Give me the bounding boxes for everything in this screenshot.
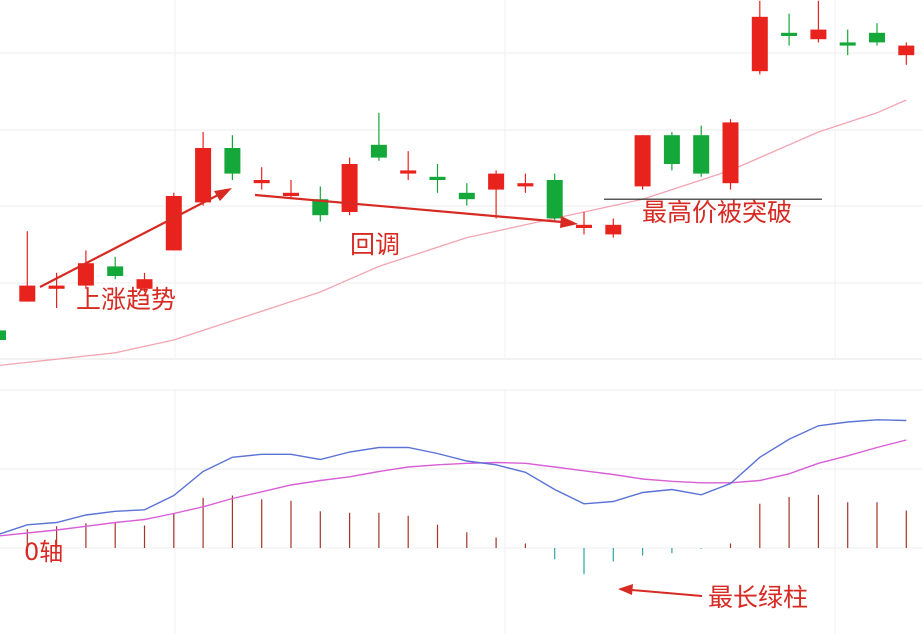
moving-average <box>0 99 907 367</box>
candle-body <box>605 224 622 235</box>
candle <box>663 132 680 171</box>
candle <box>810 0 827 43</box>
pullback-label: 回调 <box>350 230 400 259</box>
candle <box>224 135 241 180</box>
candle <box>458 183 475 206</box>
longest-green-label: 最长绿柱 <box>708 583 808 612</box>
candle-body <box>341 164 358 212</box>
dif-line <box>0 419 907 535</box>
candle <box>312 186 329 222</box>
candle <box>0 330 6 340</box>
candle-body <box>546 180 563 219</box>
macd-grid <box>0 389 922 634</box>
candle-body <box>839 42 856 46</box>
macd-histogram <box>26 494 907 575</box>
candle <box>429 164 446 193</box>
candle <box>693 125 710 177</box>
candle-body <box>693 135 710 174</box>
longest-green-arrow <box>618 584 703 597</box>
candle <box>898 42 915 65</box>
uptrend-arrow <box>39 188 232 288</box>
ma-line <box>0 99 907 367</box>
zero-axis-label: 0轴 <box>24 538 63 566</box>
candle-body <box>312 199 329 216</box>
candle <box>341 157 358 216</box>
candle <box>253 167 270 190</box>
candle-body <box>781 32 798 36</box>
candle <box>517 173 534 193</box>
candle-body <box>224 148 241 174</box>
candle-body <box>165 196 182 251</box>
candle-body <box>517 183 534 187</box>
candle-body <box>19 285 36 302</box>
dea-line <box>0 439 907 537</box>
price-grid <box>0 0 922 360</box>
candle <box>136 272 153 292</box>
candle <box>546 173 563 222</box>
candle-body <box>810 29 827 40</box>
macd-lines <box>0 419 907 537</box>
candle-body <box>722 122 739 184</box>
candle <box>19 231 36 302</box>
candle <box>107 256 124 280</box>
candle-body <box>253 180 270 184</box>
candle <box>283 180 299 200</box>
candle <box>400 151 417 180</box>
candle-body <box>869 32 885 43</box>
candle-body <box>77 263 94 286</box>
candle-body <box>195 148 212 203</box>
candle-body <box>370 144 387 158</box>
candle <box>751 0 768 75</box>
candle <box>869 23 885 46</box>
candle <box>370 112 387 161</box>
candle-body <box>283 192 299 196</box>
candle-body <box>48 285 65 289</box>
candle-body <box>400 170 417 174</box>
breakout-label: 最高价被突破 <box>642 198 792 227</box>
candle-body <box>458 192 475 200</box>
candle <box>722 119 739 190</box>
candle-body <box>488 173 505 190</box>
candle <box>488 170 505 219</box>
candle <box>839 29 856 56</box>
candle <box>576 212 592 235</box>
candle-body <box>898 45 915 56</box>
candle-body <box>107 266 124 276</box>
candlesticks <box>0 0 915 340</box>
candle-body <box>634 135 651 187</box>
candle <box>605 218 622 238</box>
candle-body <box>429 176 446 180</box>
candle <box>77 250 94 289</box>
candle-body <box>0 330 6 340</box>
candle <box>781 13 798 46</box>
candle <box>165 192 182 251</box>
pullback-arrow <box>254 193 578 228</box>
candle-body <box>663 135 680 164</box>
candle <box>634 135 651 190</box>
uptrend-label: 上涨趋势 <box>76 285 176 314</box>
candle-body <box>751 16 768 72</box>
candle-body <box>576 224 592 228</box>
candle-body <box>136 279 153 289</box>
candle <box>195 132 212 206</box>
